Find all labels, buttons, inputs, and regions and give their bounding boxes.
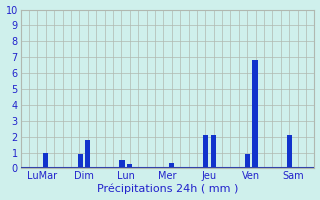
Bar bbox=[119, 160, 124, 168]
Bar bbox=[245, 154, 251, 168]
X-axis label: Précipitations 24h ( mm ): Précipitations 24h ( mm ) bbox=[97, 184, 238, 194]
Bar bbox=[211, 135, 216, 168]
Bar bbox=[252, 60, 258, 168]
Bar bbox=[84, 140, 90, 168]
Bar bbox=[126, 164, 132, 168]
Bar bbox=[77, 154, 83, 168]
Bar bbox=[204, 135, 209, 168]
Bar bbox=[43, 153, 48, 168]
Bar bbox=[287, 135, 292, 168]
Bar bbox=[169, 163, 173, 168]
